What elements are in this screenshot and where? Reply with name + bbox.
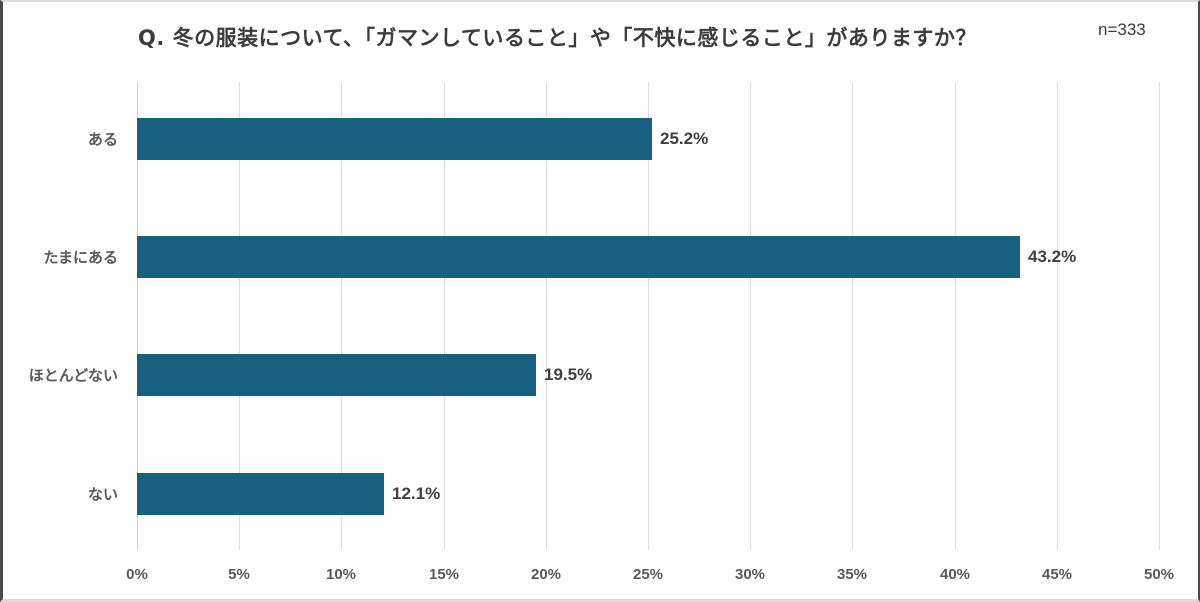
gridline xyxy=(648,82,649,550)
category-label: ある xyxy=(87,130,118,149)
sample-size-label: n=333 xyxy=(1098,20,1146,39)
gridline xyxy=(750,82,751,550)
gridline xyxy=(546,82,547,550)
gridline xyxy=(444,82,445,550)
gridline xyxy=(955,82,956,550)
x-tick-label: 40% xyxy=(939,566,971,583)
gridline xyxy=(1159,82,1160,550)
gridline xyxy=(1057,82,1058,550)
x-tick-label: 20% xyxy=(530,566,562,583)
gridline xyxy=(239,82,240,550)
bar xyxy=(137,118,652,160)
gridline xyxy=(341,82,342,550)
x-tick-label: 15% xyxy=(428,566,460,583)
value-label: 12.1% xyxy=(392,484,441,503)
chart-title: Q. 冬の服装について、「ガマンしていること」や「不快に感じること」がありますか… xyxy=(138,26,977,50)
category-label: たまにある xyxy=(43,248,118,267)
bar xyxy=(137,473,384,515)
bar xyxy=(137,354,536,396)
x-tick-label: 5% xyxy=(228,566,250,583)
x-tick-label: 10% xyxy=(325,566,357,583)
x-tick-label: 50% xyxy=(1143,566,1175,583)
gridline xyxy=(137,82,138,550)
x-tick-label: 30% xyxy=(734,566,766,583)
gridline xyxy=(852,82,853,550)
category-label: ほとんどない xyxy=(28,366,118,385)
x-tick-label: 45% xyxy=(1041,566,1073,583)
value-label: 43.2% xyxy=(1028,247,1077,266)
x-tick-label: 35% xyxy=(836,566,868,583)
category-label: ない xyxy=(87,485,118,504)
x-tick-label: 25% xyxy=(632,566,664,583)
bar xyxy=(137,236,1020,278)
value-label: 19.5% xyxy=(544,365,593,384)
value-label: 25.2% xyxy=(660,129,709,148)
x-tick-label: 0% xyxy=(126,566,148,583)
